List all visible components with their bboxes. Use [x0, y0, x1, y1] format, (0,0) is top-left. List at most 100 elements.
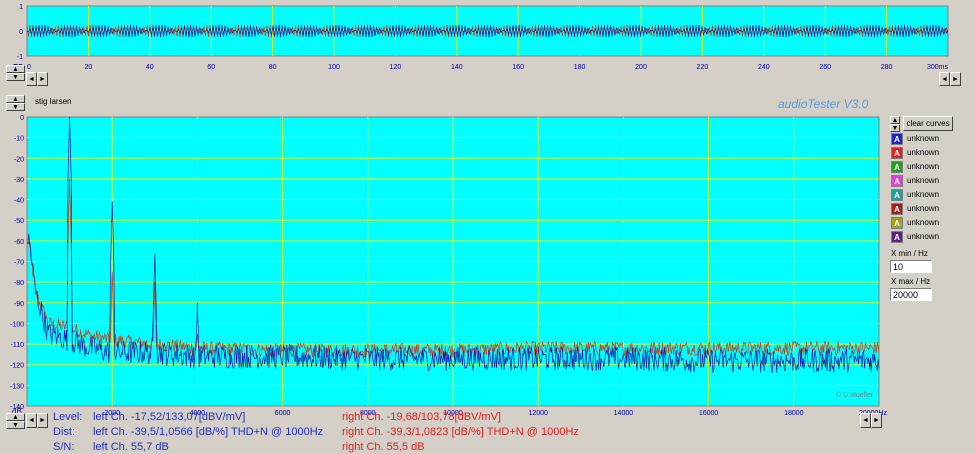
scope-y-spinner[interactable]: ▲ ▼	[6, 65, 25, 82]
xmax-input[interactable]	[890, 288, 932, 301]
spectrum-y-tick-label: -20	[14, 156, 24, 163]
spectrum-y-tick-label: -90	[14, 301, 24, 308]
scope-x-tick-label: 40	[146, 64, 154, 71]
spectrum-x-tick-label: 16000	[699, 410, 719, 417]
legend-label: unknown	[907, 232, 940, 241]
spectrum-scroll-right-button[interactable]: ►	[37, 413, 48, 428]
sn-label: S/N:	[53, 441, 75, 453]
xmin-label: X min / Hz	[891, 249, 928, 258]
legend-label: unknown	[907, 218, 940, 227]
curve-toggle-icon[interactable]: A	[891, 217, 903, 229]
scope-x-tick-label: 20	[85, 64, 93, 71]
spectrum-x-tick-label: 10000	[443, 410, 463, 417]
scope-x-tick-label: 100	[328, 64, 340, 71]
spectrum-y-axis: 0 -10 -20 -30 -40 -50 -60 -70 -80 -90 -100 -110 -120…	[10, 115, 24, 411]
spectrum-y-tick-label: -110	[11, 342, 25, 349]
scope-x-tick-label: 280	[881, 64, 893, 71]
scope-x-tick-label: 240	[758, 64, 770, 71]
curve-toggle-icon[interactable]: A	[891, 133, 903, 145]
spectrum-scroll-left-button[interactable]: ◄	[26, 413, 37, 428]
xmax-label: X max / Hz	[891, 277, 931, 286]
curve-up-button[interactable]: ▲	[890, 116, 900, 124]
scope-y-tick-label: 1	[19, 4, 23, 11]
scope-x-tick-label: 0	[27, 64, 31, 71]
spectrum-x-tick-label: 6000	[275, 410, 291, 417]
curve-toggle-icon[interactable]: A	[891, 147, 903, 159]
scope-waveform	[26, 24, 949, 38]
spectrum-x-tick-label: 2000	[104, 410, 120, 417]
scope-x-tick-label: 60	[207, 64, 215, 71]
spectrum-y-tick-label: -120	[10, 363, 24, 370]
curve-toggle-icon[interactable]: A	[891, 175, 903, 187]
scope-y-axis: 1 0 -1	[17, 4, 23, 61]
scope-x-tick-label: 220	[697, 64, 709, 71]
spectrum-freq-left-button[interactable]: ◄	[860, 413, 871, 428]
dist-label: Dist:	[53, 426, 75, 438]
spectrum-zoom-up-button[interactable]: ▲	[6, 413, 25, 421]
profile-name: stig larsen	[35, 97, 72, 106]
curve-toggle-icon[interactable]: A	[891, 203, 903, 215]
legend-label: unknown	[907, 190, 940, 199]
curve-down-button[interactable]: ▼	[890, 124, 900, 132]
xmin-input[interactable]	[890, 260, 932, 273]
scope-time-left-button[interactable]: ◄	[939, 72, 950, 86]
left-sn-value: left Ch. 55,7 dB	[93, 441, 169, 453]
scope-y-tick-label: 0	[19, 29, 23, 36]
scope-x-tick-label: 120	[390, 64, 402, 71]
spectrum-y-down-button[interactable]: ▼	[6, 103, 25, 111]
spectrum-x-tick-label: 12000	[528, 410, 548, 417]
scope-y-up-button[interactable]: ▲	[6, 65, 25, 73]
level-label: Level:	[53, 411, 83, 423]
spectrum-y-up-button[interactable]: ▲	[6, 95, 25, 103]
spectrum-y-unit: dB	[12, 407, 22, 416]
right-sn-value: right Ch. 55,5 dB	[342, 441, 425, 453]
legend-label: unknown	[907, 134, 940, 143]
spectrum-freq-right-button[interactable]: ►	[871, 413, 882, 428]
curve-toggle-icon[interactable]: A	[891, 161, 903, 173]
legend-label: unknown	[907, 148, 940, 157]
scope-x-tick-label: 200	[635, 64, 647, 71]
legend-label: unknown	[907, 176, 940, 185]
brand-title: audioTester V3.0	[778, 97, 869, 111]
legend-label: unknown	[907, 162, 940, 171]
spectrum-x-tick-label: 8000	[360, 410, 376, 417]
spectrum-y-spinner[interactable]: ▲ ▼	[6, 95, 25, 112]
spectrum-x-tick-label: 14000	[614, 410, 634, 417]
scope-y-down-button[interactable]: ▼	[6, 73, 25, 81]
spectrum-y-tick-label: -10	[14, 136, 24, 143]
spectrum-y-tick-label: -80	[14, 280, 24, 287]
spectrum-zoom-down-button[interactable]: ▼	[6, 421, 25, 429]
legend-label: unknown	[907, 204, 940, 213]
spectrum-zoom-spinner[interactable]: ▲ ▼	[6, 413, 25, 430]
curve-spinner[interactable]: ▲ ▼	[890, 116, 909, 133]
scope-x-axis: 0 20 40 60 80 100 120 140 160 180 200 220 240 260 280 3…	[27, 64, 948, 71]
scope-y-tick-label: -1	[17, 54, 23, 61]
spectrum-y-tick-label: -60	[14, 239, 24, 246]
scope-time-right-button[interactable]: ►	[950, 72, 961, 86]
spectrum-x-tick-label: 18000	[784, 410, 804, 417]
scope-x-tick-label: 80	[269, 64, 277, 71]
curve-toggle-icon[interactable]: A	[891, 231, 903, 243]
spectrum-y-tick-label: -140	[10, 404, 24, 411]
scope-scroll-right-button[interactable]: ►	[37, 72, 48, 86]
scope-x-tick-label: 180	[574, 64, 586, 71]
scope-left-channel-trace	[26, 24, 949, 38]
curve-toggle-icon[interactable]: A	[891, 189, 903, 201]
spectrum-grid	[27, 117, 879, 406]
spectrum-y-tick-label: -100	[10, 321, 24, 328]
copyright-text: © U.Mueller	[836, 391, 874, 399]
scope-x-tick-label: 160	[512, 64, 524, 71]
scope-x-tick-label: 300ms	[927, 64, 949, 71]
scope-x-tick-label: 140	[451, 64, 463, 71]
scope-x-tick-label: 260	[819, 64, 831, 71]
clear-curves-button[interactable]: clear curves	[903, 116, 953, 131]
scope-scroll-left-button[interactable]: ◄	[26, 72, 37, 86]
